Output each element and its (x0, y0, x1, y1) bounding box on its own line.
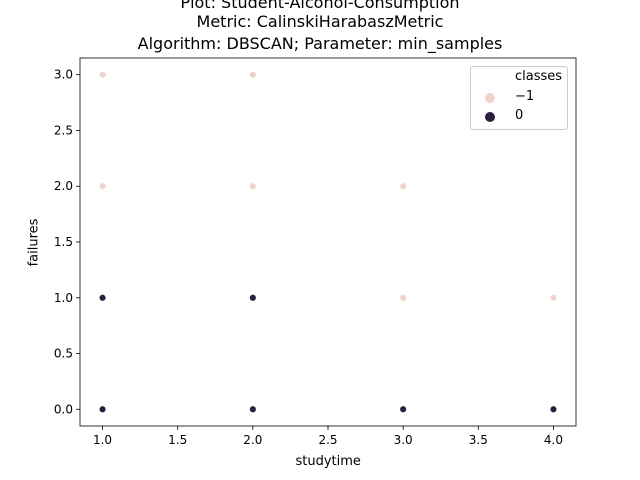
data-point-noise (98, 182, 107, 190)
legend-label-noise: −1 (515, 89, 535, 104)
x-axis-label: studytime (295, 454, 361, 469)
data-point-noise (549, 294, 558, 302)
y-tick-label: 2.0 (54, 179, 73, 193)
x-tick-label: 1.5 (168, 433, 187, 447)
legend-marker-noise (485, 93, 495, 103)
y-tick-label: 1.0 (54, 291, 73, 305)
legend-title: classes (515, 69, 563, 84)
legend-marker-cluster-0 (485, 112, 495, 122)
y-tick-label: 3.0 (54, 68, 73, 82)
x-tick-label: 2.0 (243, 433, 262, 447)
data-point-cluster-0 (399, 405, 407, 413)
x-tick-label: 3.5 (469, 433, 488, 447)
legend: classes −1 0 (470, 66, 568, 130)
x-tick-label: 2.5 (318, 433, 337, 447)
chart-title-line-3: Algorithm: DBSCAN; Parameter: min_sample… (137, 34, 503, 53)
data-point-cluster-0 (549, 405, 558, 413)
x-tick-label: 1.0 (93, 433, 112, 447)
data-point-cluster-0 (98, 405, 107, 413)
data-point-noise (98, 71, 107, 79)
legend-label-cluster-0: 0 (515, 108, 524, 123)
y-axis-label: failures (26, 218, 42, 266)
data-point-cluster-0 (249, 294, 257, 302)
y-tick-label: 0.0 (54, 402, 73, 416)
data-point-cluster-0 (249, 405, 257, 413)
chart-title-line-2: Metric: CalinskiHarabaszMetric (196, 12, 444, 31)
data-point-cluster-0 (98, 294, 107, 302)
y-tick-label: 2.5 (54, 123, 73, 137)
x-tick-label: 3.0 (394, 433, 413, 447)
data-point-noise (399, 294, 407, 302)
data-point-noise (249, 182, 257, 190)
data-point-noise (399, 182, 407, 190)
y-tick-label: 1.5 (54, 235, 73, 249)
x-tick-label: 4.0 (544, 433, 563, 447)
data-point-noise (249, 71, 257, 79)
y-tick-label: 0.5 (54, 347, 73, 361)
chart-title-line-1: Plot: Student-Alcohol-Consumption (180, 0, 460, 12)
